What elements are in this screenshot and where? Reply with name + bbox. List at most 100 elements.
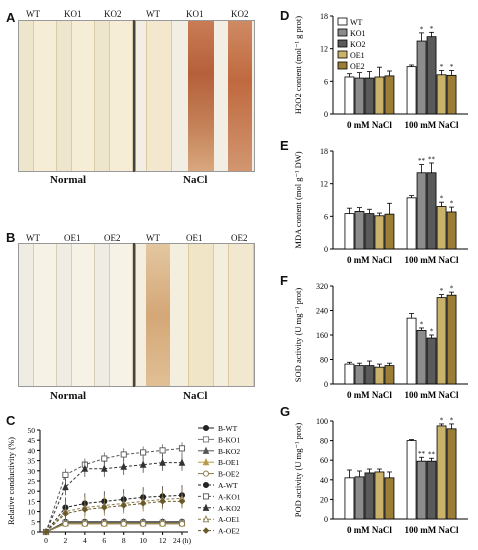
panel-letter-g: G bbox=[280, 404, 291, 419]
bar-ko1 bbox=[416, 172, 427, 250]
bar-wt bbox=[406, 317, 417, 385]
panel-b-label-oe1-nacl: OE1 bbox=[186, 233, 203, 243]
x-tick-label: 8 bbox=[122, 536, 126, 545]
data-point bbox=[202, 503, 210, 511]
bar-oe1 bbox=[436, 297, 447, 385]
data-point bbox=[202, 527, 210, 534]
y-tick-label: 50 bbox=[28, 426, 36, 435]
legend-label-ko1: KO1 bbox=[350, 29, 366, 38]
panel-b-caption-normal: Normal bbox=[50, 390, 87, 402]
significance-mark: * bbox=[430, 328, 434, 336]
bar-oe1 bbox=[374, 76, 385, 115]
bar-oe1 bbox=[436, 74, 447, 115]
bar-oe1 bbox=[436, 206, 447, 250]
significance-mark: * bbox=[440, 416, 444, 424]
x-category-label: 0 mM NaCl bbox=[347, 525, 392, 535]
data-point bbox=[202, 446, 210, 454]
panel-letter-b: B bbox=[6, 230, 16, 245]
y-axis-label: POD activity (U mg⁻¹ prot) bbox=[293, 423, 303, 518]
y-tick-label: 100 bbox=[316, 417, 328, 426]
significance-mark: * bbox=[440, 195, 444, 203]
legend-label-wt: WT bbox=[350, 18, 363, 27]
bar-oe1 bbox=[374, 366, 385, 385]
bar-ko2 bbox=[364, 472, 375, 520]
bar-wt bbox=[344, 363, 355, 385]
bar-ko1 bbox=[354, 77, 365, 115]
panel-b-label-wt-nacl: WT bbox=[146, 233, 160, 243]
legend-label-a-ko2: A-KO2 bbox=[218, 504, 241, 513]
bar-wt bbox=[344, 213, 355, 250]
legend-swatch-oe2 bbox=[337, 61, 348, 70]
x-category-label: 0 mM NaCl bbox=[347, 120, 392, 130]
significance-mark: * bbox=[430, 25, 434, 33]
data-point bbox=[120, 451, 127, 458]
y-tick-label: 0 bbox=[324, 245, 328, 254]
y-tick-label: 6 bbox=[324, 212, 328, 221]
significance-mark: ** bbox=[418, 157, 426, 165]
y-tick-label: 80 bbox=[320, 437, 328, 446]
legend-label-a-oe2: A-OE2 bbox=[218, 527, 240, 536]
y-tick-label: 0 bbox=[324, 515, 328, 524]
bar-ko1 bbox=[416, 330, 427, 385]
bar-oe2 bbox=[446, 211, 457, 250]
y-tick-label: 45 bbox=[28, 436, 36, 445]
data-point bbox=[159, 447, 166, 454]
x-tick-label: 6 bbox=[102, 536, 106, 545]
significance-mark: ** bbox=[418, 450, 426, 458]
y-tick-label: 40 bbox=[320, 476, 328, 485]
significance-mark: * bbox=[420, 25, 424, 33]
panel-d-bar-chart: 0 6 12 18 H2O2 content (mol⁻¹ g prot) 0 mM Na… bbox=[293, 12, 468, 130]
x-tick-label: 4 bbox=[83, 536, 87, 545]
y-axis-label: Relative conductivity (%) bbox=[6, 437, 16, 525]
y-tick-label: 18 bbox=[320, 12, 328, 21]
bar-wt bbox=[344, 477, 355, 520]
significance-mark: * bbox=[420, 320, 424, 328]
x-tick-label: 10 bbox=[139, 536, 147, 545]
series-line-b-ko2 bbox=[45, 521, 182, 533]
y-tick-label: 20 bbox=[320, 495, 328, 504]
bar-oe2 bbox=[446, 74, 457, 115]
x-tick-label: 24 (h) bbox=[173, 536, 192, 545]
bar-ko2 bbox=[364, 77, 375, 115]
significance-mark: * bbox=[450, 285, 454, 293]
x-category-label: 0 mM NaCl bbox=[347, 255, 392, 265]
x-category-label: 100 mM NaCl bbox=[405, 120, 459, 130]
legend-label-oe1: OE1 bbox=[350, 51, 365, 60]
data-point bbox=[101, 504, 108, 511]
bar-ko1 bbox=[354, 365, 365, 385]
y-tick-label: 6 bbox=[324, 77, 328, 86]
x-category-label: 100 mM NaCl bbox=[405, 525, 459, 535]
legend-label-a-oe1: A-OE1 bbox=[218, 515, 240, 524]
data-point bbox=[101, 455, 108, 462]
data-point bbox=[139, 460, 147, 468]
data-point bbox=[140, 520, 147, 527]
data-point bbox=[120, 502, 127, 509]
significance-mark: * bbox=[440, 287, 444, 295]
bar-oe2 bbox=[446, 428, 457, 520]
y-tick-label: 10 bbox=[28, 508, 36, 517]
panel-a-label-ko2: KO2 bbox=[104, 9, 122, 19]
y-tick-label: 5 bbox=[31, 518, 35, 527]
data-point bbox=[81, 506, 89, 513]
y-tick-label: 20 bbox=[28, 487, 36, 496]
significance-mark: ** bbox=[428, 155, 436, 163]
panel-b-nacl-photo bbox=[135, 243, 255, 387]
data-point bbox=[42, 528, 50, 536]
y-tick-label: 15 bbox=[28, 497, 36, 506]
data-point bbox=[81, 520, 88, 527]
panel-a-label-ko2-nacl: KO2 bbox=[231, 9, 249, 19]
bar-wt bbox=[406, 440, 417, 520]
panel-b-label-oe2: OE2 bbox=[104, 233, 121, 243]
x-category-label: 100 mM NaCl bbox=[405, 255, 459, 265]
panel-letter-e: E bbox=[280, 138, 289, 153]
data-point bbox=[202, 470, 210, 477]
y-tick-label: 0 bbox=[31, 528, 35, 537]
y-tick-label: 240 bbox=[316, 307, 328, 316]
legend-label-b-oe1: B-OE1 bbox=[218, 458, 239, 467]
panel-a-divider bbox=[133, 20, 135, 172]
bar-ko1 bbox=[416, 460, 427, 520]
series-line-a-oe2 bbox=[45, 500, 182, 533]
legend-label-oe2: OE2 bbox=[350, 62, 365, 71]
panel-b-label-oe1: OE1 bbox=[64, 233, 81, 243]
series-line-a-ko2 bbox=[45, 462, 182, 533]
